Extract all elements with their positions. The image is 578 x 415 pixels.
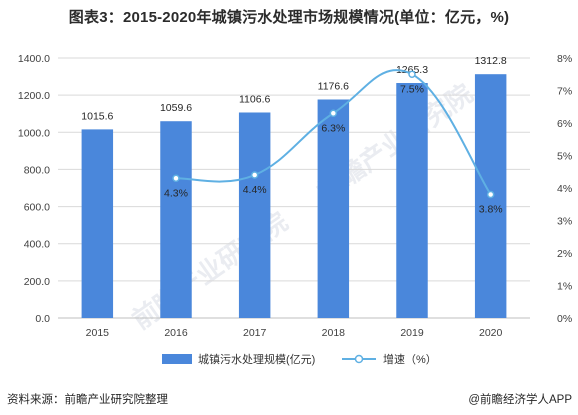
growth-label-2017: 4.4% [243,184,267,196]
legend-bar-swatch [162,354,192,364]
bar-label-2018: 1176.6 [318,80,349,92]
left-tick-label: 1400.0 [18,53,50,65]
bar-series [81,74,507,319]
growth-label-2016: 4.3% [164,187,188,199]
x-tick-label: 2019 [400,327,424,339]
growth-label-2020: 3.8% [479,204,503,216]
x-tick-label: 2018 [322,327,346,339]
left-tick-label: 1000.0 [18,127,50,139]
growth-label-2019: 7.5% [400,83,424,95]
x-tick-label: 2016 [164,327,188,339]
bar-2015 [81,129,114,318]
gridlines [58,57,530,282]
right-tick-label: 0% [557,313,572,325]
bar-2018 [317,99,350,318]
growth-label-2018: 6.3% [321,122,345,134]
legend-line-marker [354,354,364,364]
bar-label-2017: 1106.6 [239,93,270,105]
bar-2017 [238,112,271,318]
credit-note: @前瞻经济学人APP [468,394,572,406]
bar-2019 [396,83,428,318]
right-tick-label: 2% [557,248,572,260]
x-tick-label: 2015 [86,327,110,339]
line-series [172,69,495,199]
right-tick-label: 4% [557,183,572,195]
bar-label-2016: 1059.6 [160,102,192,114]
right-tick-label: 8% [557,53,572,65]
left-tick-label: 400.0 [24,239,50,251]
right-tick-label: 7% [557,86,572,98]
growth-point-2018 [329,109,338,117]
growth-point-2017 [250,171,259,179]
x-tick-label: 2020 [479,327,503,339]
bar-label-2015: 1015.6 [81,110,113,122]
legend-bar-label: 城镇污水处理规模(亿元) [198,352,315,366]
growth-point-2019 [408,70,416,78]
bar-value-labels: 1015.6 1059.6 1106.6 1176.6 1265.3 1312.8 [81,55,507,122]
left-tick-label: 200.0 [24,276,50,288]
left-tick-label: 0.0 [35,313,50,325]
bar-label-2020: 1312.8 [475,55,507,67]
growth-point-2016 [172,174,180,182]
bar-label-2019: 1265.3 [396,64,428,76]
source-note: 资料来源：前瞻产业研究院整理 [7,394,168,406]
left-tick-label: 600.0 [24,202,50,214]
left-tick-label: 1200.0 [18,90,50,102]
legend: 城镇污水处理规模(亿元) 增速（%） [162,352,437,366]
growth-line [175,69,492,196]
right-tick-label: 3% [557,216,572,228]
right-tick-label: 5% [557,151,572,163]
x-tick-label: 2017 [243,327,267,339]
right-tick-label: 6% [557,118,572,130]
left-axis-ticks: 0.0 200.0 400.0 600.0 800.0 1000.0 1200.0 1400.… [18,53,50,325]
x-axis-ticks: 2015 2016 2017 2018 2019 2020 [86,327,503,339]
right-axis-ticks: 0% 1% 2% 3% 4% 5% 6% 7% 8% [557,53,572,325]
left-tick-label: 800.0 [24,164,50,176]
bar-2016 [160,121,192,319]
growth-point-2020 [486,190,495,199]
line-value-labels: 4.3% 4.4% 6.3% 7.5% 3.8% [164,83,503,215]
chart-title: 图表3：2015-2020年城镇污水处理市场规模情况(单位：亿元，%) [68,9,510,26]
legend-line-label: 增速（%） [383,352,437,366]
right-tick-label: 1% [557,281,572,293]
